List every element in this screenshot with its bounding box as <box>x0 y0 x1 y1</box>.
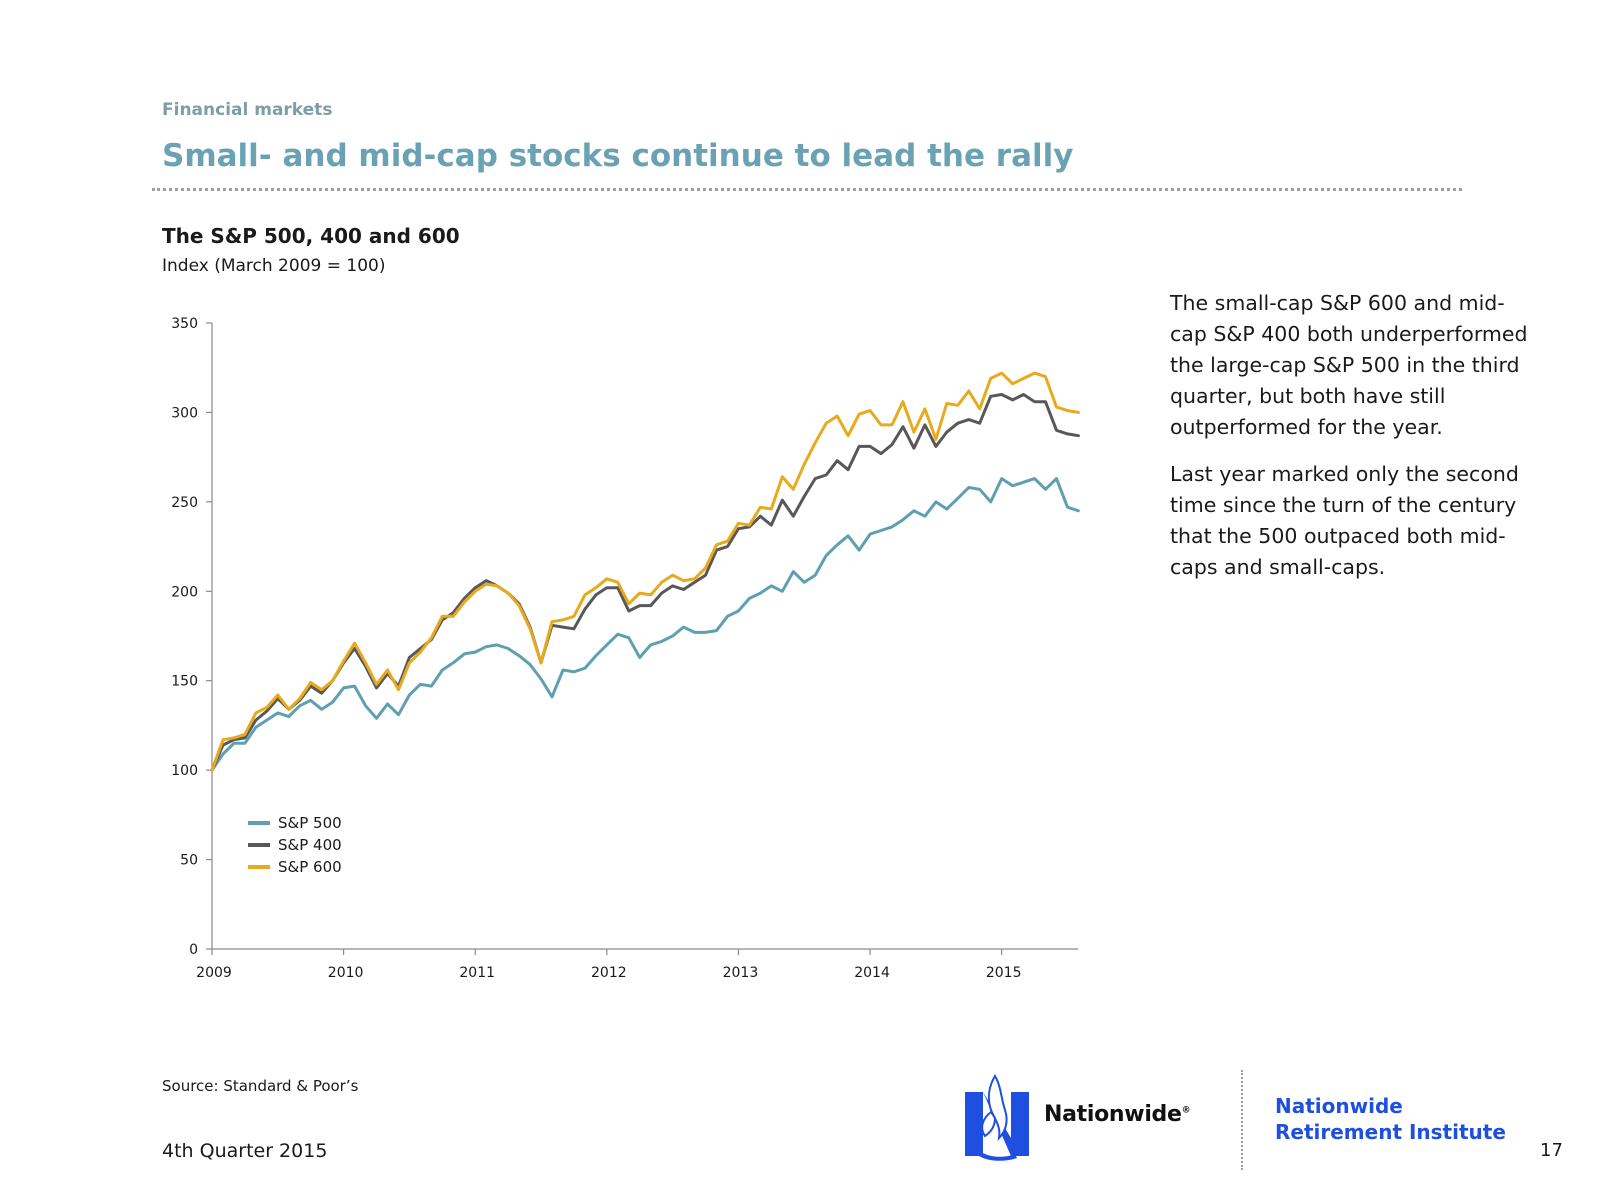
nationwide-eagle-logo-icon <box>965 1074 1029 1161</box>
series-line-s-p-500 <box>210 477 1080 772</box>
y-tick-label: 350 <box>171 316 198 332</box>
y-tick-label: 250 <box>171 495 198 511</box>
commentary: The small-cap S&P 600 and mid-cap S&P 40… <box>1170 288 1530 599</box>
commentary-paragraph-1: The small-cap S&P 600 and mid-cap S&P 40… <box>1170 291 1528 439</box>
chart-title: The S&P 500, 400 and 600 <box>162 224 460 248</box>
x-tick-label: 2014 <box>854 965 890 981</box>
chart-legend: S&P 500 S&P 400 S&P 600 <box>248 814 342 876</box>
y-tick-label: 150 <box>171 674 198 690</box>
x-tick-label: 2009 <box>196 965 232 981</box>
series-line-s-p-400 <box>210 393 1080 772</box>
y-tick-label: 100 <box>171 763 198 779</box>
page-title: Small- and mid-cap stocks continue to le… <box>162 138 1074 174</box>
registered-mark: ® <box>1181 1105 1191 1116</box>
y-tick-label: 0 <box>189 942 198 958</box>
legend-label: S&P 600 <box>278 858 342 876</box>
footer-divider <box>1241 1070 1243 1170</box>
x-tick-label: 2013 <box>723 965 759 981</box>
title-divider <box>152 188 1462 191</box>
x-tick-label: 2011 <box>459 965 495 981</box>
y-tick-label: 300 <box>171 405 198 421</box>
section-label: Financial markets <box>162 100 333 120</box>
legend-label: S&P 400 <box>278 836 342 854</box>
page-number: 17 <box>1540 1140 1563 1161</box>
y-tick-label: 50 <box>180 853 198 869</box>
legend-label: S&P 500 <box>278 814 342 832</box>
y-tick-label: 200 <box>171 584 198 600</box>
institute-line-2: Retirement Institute <box>1275 1120 1506 1144</box>
chart-subtitle: Index (March 2009 = 100) <box>162 256 386 276</box>
series-line-s-p-600 <box>210 371 1080 772</box>
x-tick-label: 2012 <box>591 965 627 981</box>
x-tick-label: 2015 <box>986 965 1022 981</box>
line-chart: 0 50 100 150 200 250 300 350 2009 2010 2011 2012 201… <box>171 316 1080 981</box>
brand-wordmark: Nationwide® <box>1044 1102 1191 1127</box>
commentary-paragraph-2: Last year marked only the second time si… <box>1170 462 1519 579</box>
brand-name: Nationwide <box>1044 1102 1182 1127</box>
institute-line-1: Nationwide <box>1275 1094 1403 1118</box>
chart-axes: 0 50 100 150 200 250 300 350 2009 2010 2011 2012 201… <box>171 316 1078 981</box>
footer-date: 4th Quarter 2015 <box>162 1140 328 1162</box>
source-note: Source: Standard & Poor’s <box>162 1077 359 1095</box>
x-tick-label: 2010 <box>328 965 364 981</box>
institute-name: Nationwide Retirement Institute <box>1275 1093 1506 1145</box>
chart-series <box>210 371 1080 772</box>
